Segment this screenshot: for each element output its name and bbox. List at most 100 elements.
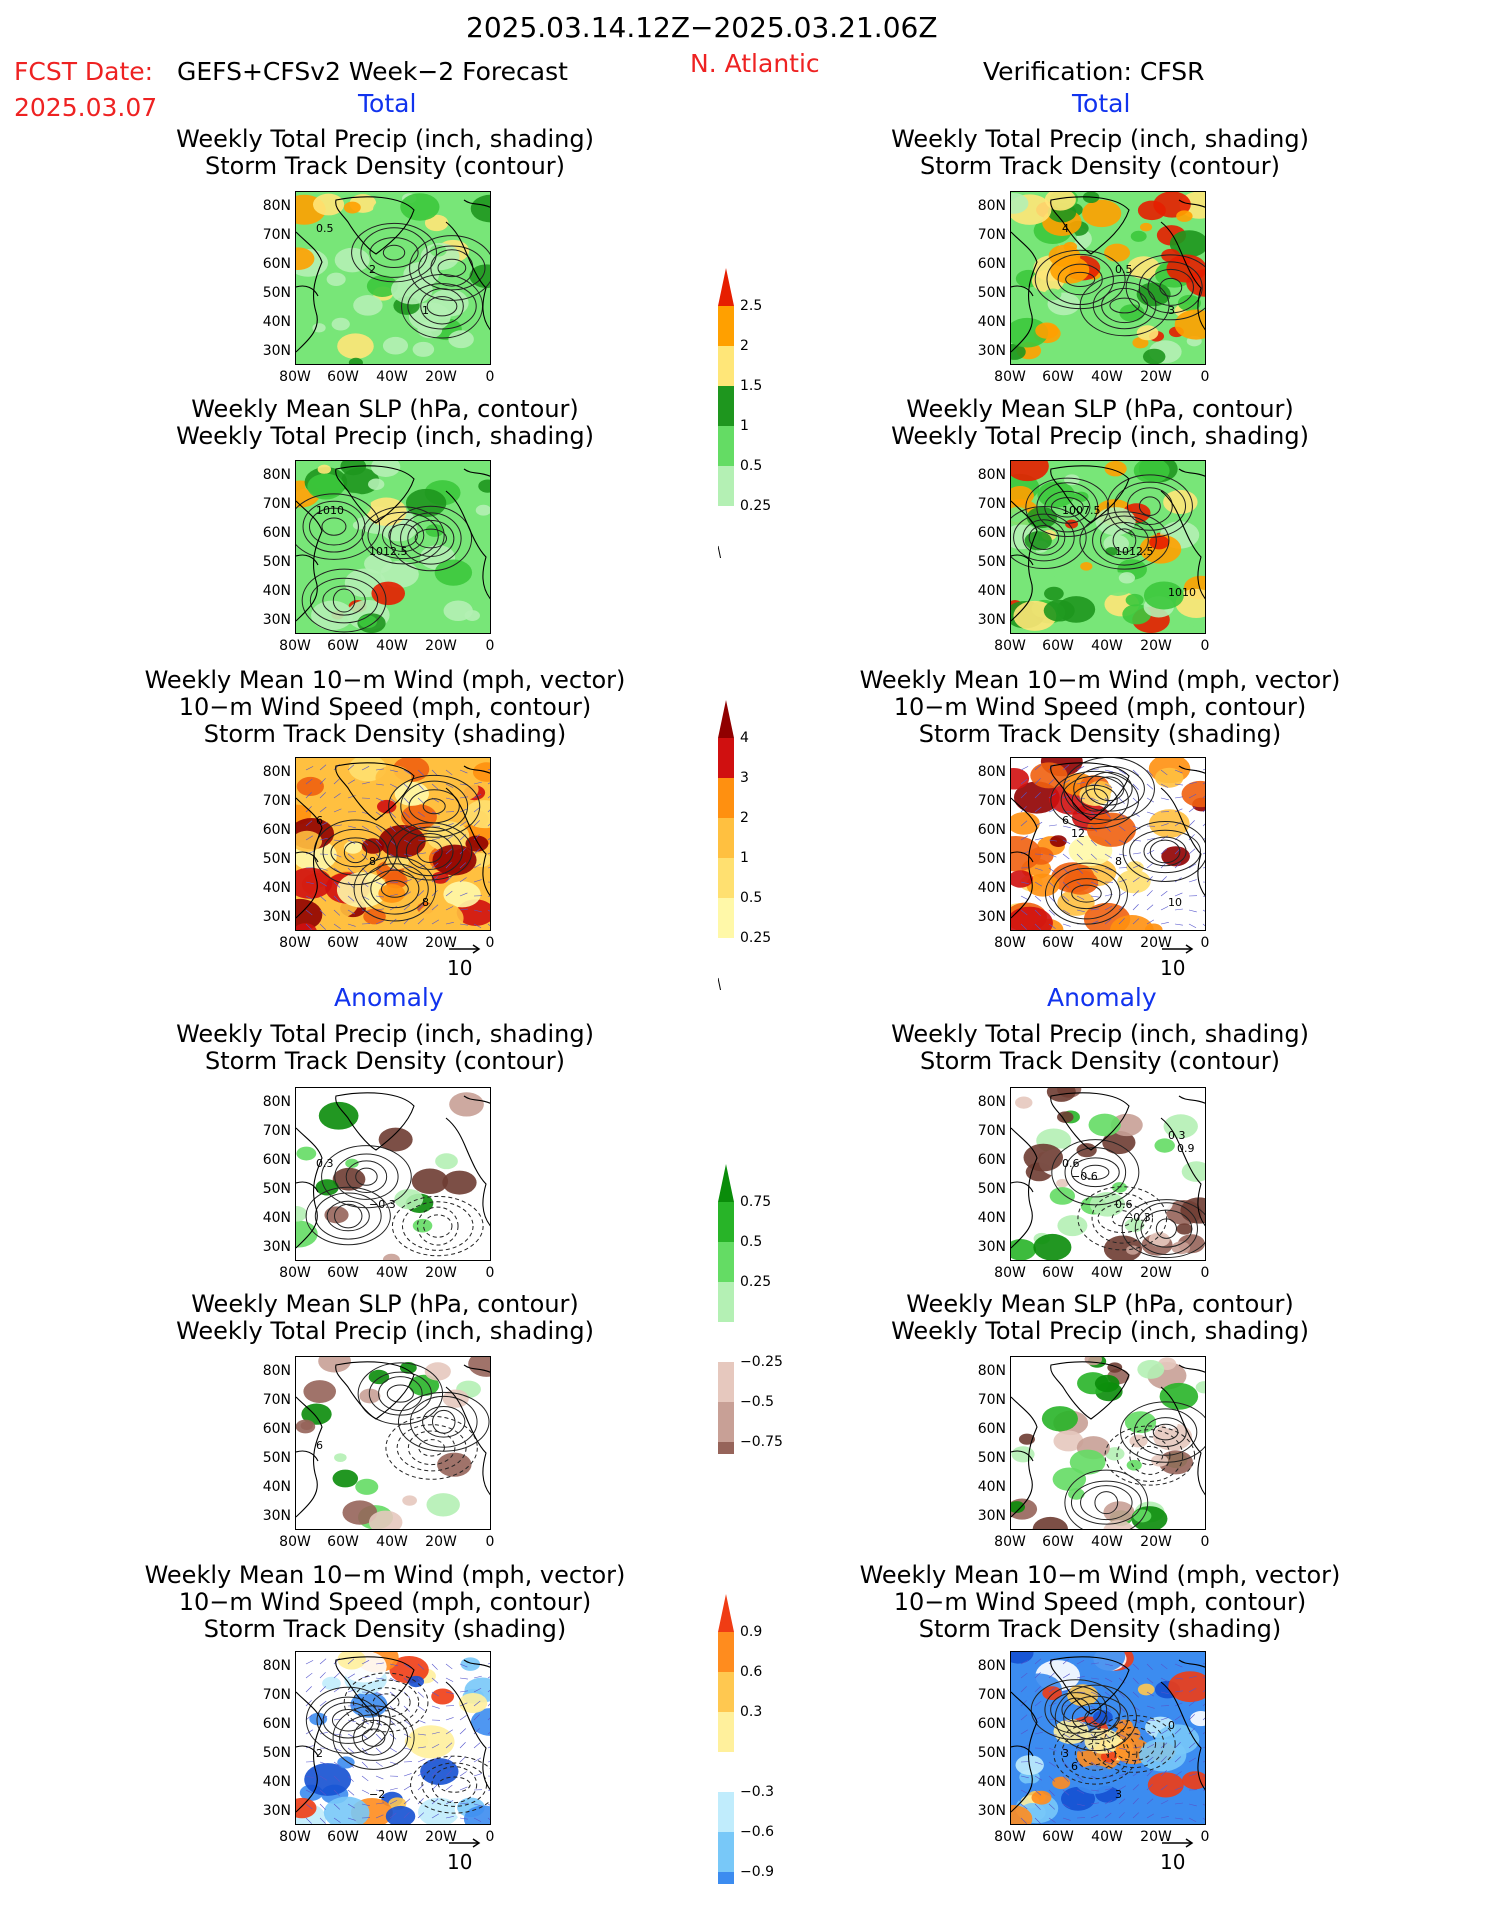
wind-vector xyxy=(1104,1747,1112,1753)
wind-vector xyxy=(305,1803,313,1810)
shading-blob xyxy=(313,193,345,216)
shading-blob xyxy=(407,1675,425,1688)
shading-blob xyxy=(1168,1671,1205,1703)
lat-tick-label: 50N xyxy=(977,1745,1006,1761)
wind-vector xyxy=(1146,1756,1154,1763)
shading-blob xyxy=(1050,561,1076,579)
wind-vector xyxy=(473,1700,481,1707)
shading-blob xyxy=(366,275,398,297)
wind-vector xyxy=(389,839,397,846)
wind-vector xyxy=(1034,778,1041,785)
map-panel-aslp-v xyxy=(1010,1356,1206,1530)
wind-vector xyxy=(487,1663,490,1665)
lon-tick-label: 60W xyxy=(1042,638,1074,654)
contour-line xyxy=(321,1145,412,1209)
coastline xyxy=(1178,1364,1205,1373)
wind-vector xyxy=(445,890,453,897)
wind-vector xyxy=(305,778,313,785)
wind-vector xyxy=(1118,1812,1125,1819)
shading-blob xyxy=(1073,491,1089,502)
contour-line xyxy=(369,237,419,269)
coastline xyxy=(1160,1386,1205,1496)
lon-tick-label: 80W xyxy=(994,638,1026,654)
contour-line xyxy=(302,500,366,553)
wind-vector xyxy=(1034,923,1041,930)
colorbar-triangle xyxy=(718,1594,734,1632)
wind-vector xyxy=(459,1786,468,1791)
shading-blob xyxy=(1043,599,1075,622)
panel-title-line: Storm Track Density (shading) xyxy=(203,720,567,748)
shading-blob xyxy=(1132,1469,1161,1490)
panel-title-line: 10−m Wind Speed (mph, contour) xyxy=(178,1588,592,1616)
shading-blob xyxy=(432,844,477,876)
contour-label: 6 xyxy=(1062,814,1069,827)
coastline xyxy=(1160,787,1205,897)
wind-vector xyxy=(389,853,397,859)
wind-vector xyxy=(1020,895,1029,900)
shading-blob xyxy=(1104,243,1131,262)
fcst-date: 2025.03.07 xyxy=(14,93,158,122)
wind-vector xyxy=(403,853,412,857)
wind-vector xyxy=(1104,853,1112,859)
wind-vector xyxy=(1118,811,1125,818)
wind-vector xyxy=(389,1800,398,1805)
shading-blob xyxy=(1147,1772,1184,1798)
coastline xyxy=(445,490,490,600)
wind-vector xyxy=(389,783,398,788)
lon-tick-label: 40W xyxy=(1091,1829,1123,1845)
lon-tick-label: 20W xyxy=(1140,935,1172,951)
wind-vector xyxy=(417,1691,425,1698)
shading-blob xyxy=(390,275,433,305)
wind-vector xyxy=(347,923,356,927)
wind-vector xyxy=(487,838,490,841)
wind-vector xyxy=(1048,1672,1056,1679)
contour-label: 0.3 xyxy=(1168,1129,1186,1142)
wind-vector xyxy=(361,766,370,771)
wind-vector xyxy=(445,1742,453,1749)
shading-blob xyxy=(448,330,474,349)
lat-tick-label: 40N xyxy=(262,880,291,896)
wind-vector xyxy=(319,778,326,785)
colorbar-total_precip xyxy=(717,268,734,585)
wind-vector xyxy=(389,1787,398,1791)
contour-line xyxy=(322,585,366,616)
contour-label: 3 xyxy=(1168,304,1175,317)
wind-vector xyxy=(319,837,328,841)
wind-vector xyxy=(1146,1784,1153,1791)
contour-line xyxy=(1079,511,1170,570)
contour-line xyxy=(368,1371,432,1416)
coastline xyxy=(335,196,415,255)
contour-line xyxy=(1064,1147,1127,1198)
wind-vector xyxy=(389,918,397,925)
shading-blob xyxy=(1057,1215,1088,1237)
wind-vector xyxy=(333,881,341,888)
shading-blob xyxy=(297,1128,313,1140)
panel-title: Weekly Mean 10−m Wind (mph, vector) 10−m … xyxy=(860,667,1341,748)
wind-vector xyxy=(375,839,382,846)
wind-vector xyxy=(1118,1663,1126,1669)
wind-vector xyxy=(1034,792,1041,799)
contour-line xyxy=(1092,515,1157,566)
contour-line xyxy=(1091,1192,1154,1244)
wind-vector xyxy=(1202,867,1205,869)
wind-vector xyxy=(1076,1660,1085,1665)
colorbar-swatches xyxy=(718,1164,734,1560)
panel-title-line: Storm Track Density (contour) xyxy=(919,152,1281,180)
wind-vector xyxy=(1174,1715,1182,1721)
wind-vector xyxy=(305,1775,314,1779)
wind-vector xyxy=(1020,909,1028,916)
wind-vector xyxy=(1076,895,1085,900)
lat-tick-label: 60N xyxy=(262,1421,291,1437)
wind-vector xyxy=(305,851,314,855)
wind-vector xyxy=(459,923,468,926)
wind-vector xyxy=(459,821,467,827)
wind-vector xyxy=(375,797,384,802)
wind-vector xyxy=(1174,892,1183,897)
lat-tick-label: 50N xyxy=(262,285,291,301)
shading-blob xyxy=(1109,915,1154,930)
shading-blob xyxy=(431,1688,455,1705)
contour-line xyxy=(409,235,490,301)
contour-line xyxy=(389,505,473,572)
map-panel-precip-v: 4 0.5 3 xyxy=(1010,191,1206,365)
shading-blob xyxy=(378,1127,413,1152)
